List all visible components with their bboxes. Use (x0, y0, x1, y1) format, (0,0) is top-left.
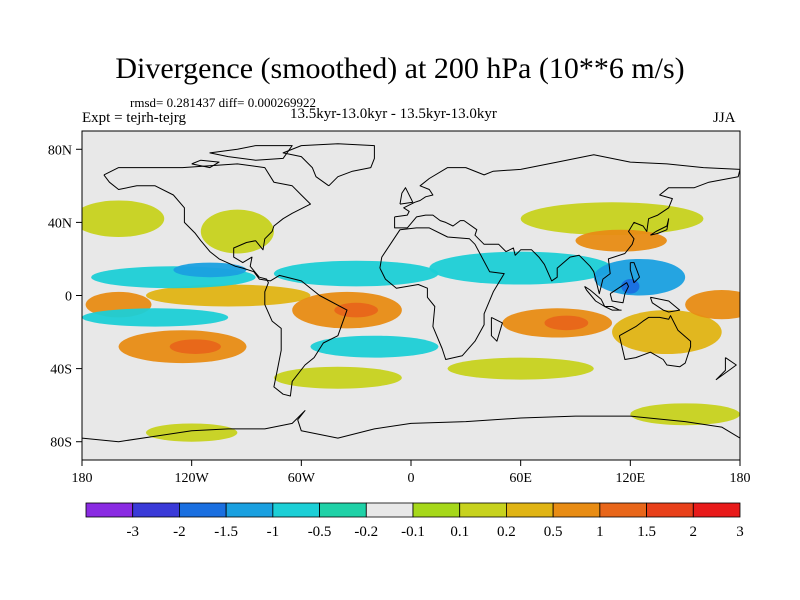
colorbar-label: -0.5 (308, 524, 332, 540)
lon-tick-label: 0 (408, 471, 415, 486)
contour-maritime-purple (621, 279, 640, 294)
lat-tick-label: 40S (50, 363, 72, 378)
contour-s-atlantic-blue (310, 335, 439, 358)
lat-tick-label: 80N (48, 143, 72, 158)
lat-tick-label: 40N (48, 216, 72, 231)
colorbar-swatch (646, 502, 694, 518)
contour-s-atlantic-green (273, 366, 402, 389)
map-area (81, 130, 741, 461)
colorbar-swatch (179, 502, 227, 518)
contour-eq-pacific-e (145, 284, 311, 307)
contour-australia-green (612, 310, 722, 354)
contour-s-ocean-green (630, 403, 740, 426)
contour-s-pacific-blue (82, 308, 229, 327)
figure-title: Divergence (smoothed) at 200 hPa (10**6 … (115, 52, 685, 85)
colorbar-label: 3 (736, 524, 744, 540)
coastlines (82, 143, 740, 443)
colorbar-label: -0.2 (354, 524, 378, 540)
contour-s-indian-green (447, 357, 594, 380)
colorbar-swatch (132, 502, 180, 518)
colorbar-label: -3 (126, 524, 139, 540)
colorbar-label: -1.5 (214, 524, 238, 540)
colorbar-label: -2 (173, 524, 186, 540)
contour-fills (82, 200, 740, 442)
colorbar-swatch (506, 502, 554, 518)
contour-indian-core (544, 315, 589, 331)
lon-tick-label: 180 (730, 471, 751, 486)
colorbar-swatch (552, 502, 601, 518)
colorbar-label: 0.5 (544, 524, 563, 540)
stats-line: rmsd= 0.281437 diff= 0.000269922 (130, 95, 316, 110)
colorbar-swatch (459, 502, 507, 518)
colorbar-swatch (692, 502, 741, 518)
lat-tick-label: 0 (65, 290, 72, 305)
colorbar-label: 0.1 (450, 524, 469, 540)
contour-atlantic-core (334, 302, 379, 318)
lon-tick-label: 120W (175, 471, 210, 486)
colorbar-label: -1 (267, 524, 280, 540)
colorbar-label: -0.1 (401, 524, 425, 540)
lon-tick-label: 180 (72, 471, 93, 486)
colorbar-label: 2 (690, 524, 698, 540)
contour-asia-orange (575, 229, 667, 252)
contour-w-pacific-orange (685, 290, 740, 320)
colorbar-label: 1.5 (637, 524, 656, 540)
colorbar-label: 1 (596, 524, 604, 540)
map-axis-ticks: 80N 40N 0 40S 80S 180 120W 60W 0 60E 120E 180 (48, 143, 751, 486)
contour-n-pacific-green-2 (200, 209, 274, 254)
contour-n-asia-green (520, 202, 704, 236)
colorbar-swatch (412, 502, 461, 518)
experiment-label: Expt = tejrh-tejrg (82, 110, 186, 126)
contour-s-pacific-core (169, 339, 221, 354)
colorbar-label: 0.2 (497, 524, 516, 540)
colorbar-swatch (272, 502, 320, 518)
colorbar-swatch (225, 502, 274, 518)
contour-n-pacific-green (82, 200, 165, 238)
colorbar-swatch (85, 502, 134, 518)
contour-atlantic-blue (273, 260, 439, 287)
contour-pacific-blue-core (173, 262, 247, 278)
lon-tick-label: 60W (288, 471, 316, 486)
colorbar: -3 -2 -1.5 -1 -0.5 -0.2 -0.1 0.1 0.2 0.5 1 1.5 2 3 (85, 502, 744, 540)
contour-antarctic-green (145, 423, 238, 442)
season-label: JJA (713, 110, 736, 126)
lat-tick-label: 80S (50, 436, 72, 451)
period-label: 13.5kyr-13.0kyr - 13.5kyr-13.0kyr (290, 106, 497, 122)
colorbar-swatch (365, 502, 414, 518)
contour-africa-blue (429, 251, 613, 285)
lon-tick-label: 60E (509, 471, 532, 486)
colorbar-swatch (599, 502, 647, 518)
lon-tick-label: 120E (616, 471, 646, 486)
colorbar-swatch (319, 502, 367, 518)
